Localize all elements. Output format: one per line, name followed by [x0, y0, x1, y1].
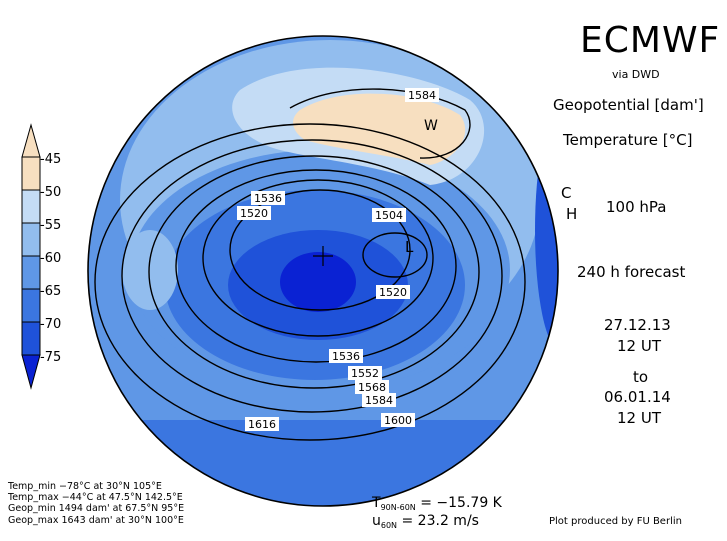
contour-label: 1552 [348, 366, 382, 380]
contour-label: 1504 [372, 208, 406, 222]
low-marker: L [405, 238, 414, 256]
stat-temp-min: Temp_min −78°C at 30°N 105°E [8, 481, 162, 492]
colorbar-label: -60 [40, 251, 62, 266]
contour-label: 1584 [362, 393, 396, 407]
svg-text:1552: 1552 [351, 367, 379, 380]
colorbar-label: -65 [40, 284, 62, 299]
contour-label: 1616 [245, 417, 279, 431]
valid-time: 12 UT [617, 409, 661, 427]
colorbar-label: -45 [40, 152, 62, 167]
contour-label: 1536 [329, 349, 363, 363]
warm-marker: W [424, 118, 438, 134]
stat-geop-max: Geop_max 1643 dam' at 30°N 100°E [8, 514, 184, 526]
parameter-geopotential: Geopotential [dam'] [553, 96, 704, 114]
svg-text:1568: 1568 [358, 381, 386, 394]
t-value: = −15.79 K [420, 495, 502, 511]
colorbar-label: -70 [40, 317, 62, 332]
brand-title: ECMWF [580, 20, 721, 61]
contour-labels: 1584 1536 1520 1504 1520 1536 1552 1568 … [237, 88, 439, 431]
colorbar-label: -75 [40, 350, 62, 365]
u-value: = 23.2 m/s [401, 513, 479, 529]
svg-text:1616: 1616 [248, 418, 276, 431]
valid-date: 06.01.14 [604, 388, 671, 406]
colorbar-label: -50 [40, 185, 62, 200]
svg-text:1600: 1600 [384, 414, 412, 427]
pressure-level: 100 hPa [606, 198, 667, 216]
t-subscript: 90N-60N [380, 503, 416, 512]
colorbar-swatch [21, 189, 41, 224]
cold-marker: C [561, 184, 571, 202]
temp-band-75 [280, 252, 356, 312]
init-time: 12 UT [617, 337, 661, 355]
atlantic-light [122, 230, 178, 310]
forecast-lead: 240 h forecast [577, 263, 686, 281]
colorbar-swatch [21, 288, 41, 323]
high-marker: H [566, 205, 577, 223]
colorbar-label: -55 [40, 218, 62, 233]
stat-geop-min: Geop_min 1494 dam' at 67.5°N 95°E [8, 503, 185, 515]
mean-wind: u60N = 23.2 m/s [372, 513, 479, 530]
t-symbol: T [372, 495, 381, 511]
contour-label: 1600 [381, 413, 415, 427]
contour-label: 1520 [237, 206, 271, 220]
colorbar-swatch [21, 156, 41, 191]
init-date: 27.12.13 [604, 316, 671, 334]
colorbar-swatch [21, 255, 41, 290]
north-pole-marker [313, 246, 333, 266]
stat-temp-max: Temp_max −44°C at 47.5°N 142.5°E [8, 492, 183, 504]
geopotential-contours [94, 88, 526, 441]
field-stats: Temp_min −78°C at 30°N 105°E Temp_max −4… [8, 481, 184, 526]
svg-text:1536: 1536 [254, 192, 282, 205]
credit-line: Plot produced by FU Berlin [549, 516, 682, 527]
u-symbol: u [372, 513, 381, 529]
colorbar-swatch [21, 321, 41, 356]
map-boundary [87, 35, 559, 507]
contour-label: 1520 [376, 285, 410, 299]
colorbar [21, 123, 41, 390]
svg-text:1584: 1584 [408, 89, 436, 102]
contour-label: 1536 [251, 191, 285, 205]
mean-temperature: T90N-60N = −15.79 K [372, 495, 502, 512]
svg-text:1536: 1536 [332, 350, 360, 363]
contour-label: 1568 [355, 380, 389, 394]
colorbar-swatch [21, 222, 41, 257]
svg-text:1504: 1504 [375, 209, 403, 222]
colorbar-top-arrow [21, 123, 41, 158]
u-subscript: 60N [380, 521, 398, 530]
svg-text:1520: 1520 [240, 207, 268, 220]
colorbar-bottom-arrow [21, 354, 41, 390]
svg-text:1520: 1520 [379, 286, 407, 299]
source-label: via DWD [612, 68, 660, 81]
svg-text:1584: 1584 [365, 394, 393, 407]
to-label: to [633, 368, 649, 386]
contour-label: 1584 [405, 88, 439, 102]
parameter-temperature: Temperature [°C] [563, 131, 693, 149]
